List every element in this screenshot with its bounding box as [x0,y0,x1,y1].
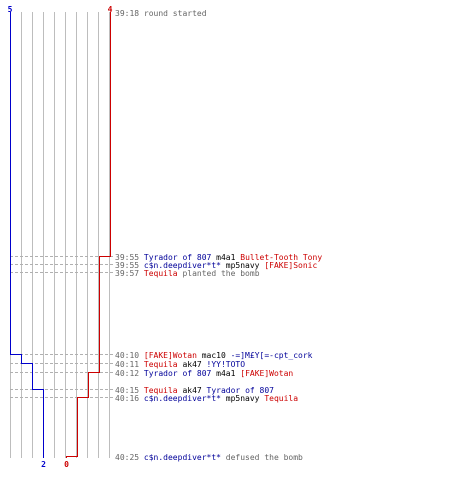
event-text: Tequila [264,394,298,403]
event-text: Tequila [144,360,178,369]
event-time: 39:18 [115,9,144,18]
event-row: 40:15 Tequila ak47 Tyrador of 807 [115,386,274,395]
event-text: defused the bomb [221,453,303,462]
blue-end-count: 2 [41,460,46,469]
event-time: 40:11 [115,360,144,369]
event-text: round started [144,9,207,18]
event-text: m4a1 [211,253,240,262]
event-text: Tequila [144,386,178,395]
event-text: c$n.deepdiver*t* [144,261,221,270]
event-text: [FAKE]Wotan [144,351,197,360]
player-count-lines [10,12,111,458]
event-text: Tyrador of 807 [207,386,275,395]
event-text: !YY!TOTO [207,360,246,369]
event-text: c$n.deepdiver*t* [144,394,221,403]
event-time: 40:25 [115,453,144,462]
event-text: [FAKE]Sonic [264,261,317,270]
event-guides [10,256,113,398]
event-text: -=]M£Y[=-cpt_cork [231,351,313,360]
event-text: Tyrador of 807 [144,253,212,262]
event-text: planted the bomb [178,269,260,278]
event-row: 40:16 c$n.deepdiver*t* mp5navy Tequila [115,394,298,403]
event-text: Tyrador of 807 [144,369,212,378]
event-time: 40:12 [115,369,144,378]
event-row: 39:57 Tequila planted the bomb [115,269,260,278]
event-time: 39:57 [115,269,144,278]
red-start-count: 4 [108,5,113,14]
event-time: 40:15 [115,386,144,395]
event-text: [FAKE]Wotan [240,369,293,378]
event-text: c$n.deepdiver*t* [144,453,221,462]
event-text: mac10 [197,351,231,360]
red-team-count-line [66,12,111,458]
event-row: 40:25 c$n.deepdiver*t* defused the bomb [115,453,303,462]
event-log: 39:18 round started 39:55 Tyrador of 807 … [115,9,322,462]
event-row: 39:18 round started [115,9,207,18]
event-row: 39:55 Tyrador of 807 m4a1 Bullet-Tooth T… [115,253,322,262]
blue-start-count: 5 [8,5,13,14]
event-time: 40:16 [115,394,144,403]
event-text: ak47 [178,386,207,395]
event-text: Bullet-Tooth Tony [240,253,322,262]
blue-team-count-line [10,12,44,458]
event-row: 40:10 [FAKE]Wotan mac10 -=]M£Y[=-cpt_cor… [115,351,313,360]
event-text: mp5navy [221,394,264,403]
event-text: ak47 [178,360,207,369]
event-time: 40:10 [115,351,144,360]
red-end-count: 0 [64,460,69,469]
event-row: 40:11 Tequila ak47 !YY!TOTO [115,360,245,369]
event-text: m4a1 [211,369,240,378]
event-text: Tequila [144,269,178,278]
count-labels: 5 4 2 0 [8,5,113,469]
event-row: 39:55 c$n.deepdiver*t* mp5navy [FAKE]Son… [115,261,317,270]
event-row: 40:12 Tyrador of 807 m4a1 [FAKE]Wotan [115,369,293,378]
event-time: 39:55 [115,253,144,262]
event-text: mp5navy [221,261,264,270]
grid [10,12,110,458]
event-time: 39:55 [115,261,144,270]
